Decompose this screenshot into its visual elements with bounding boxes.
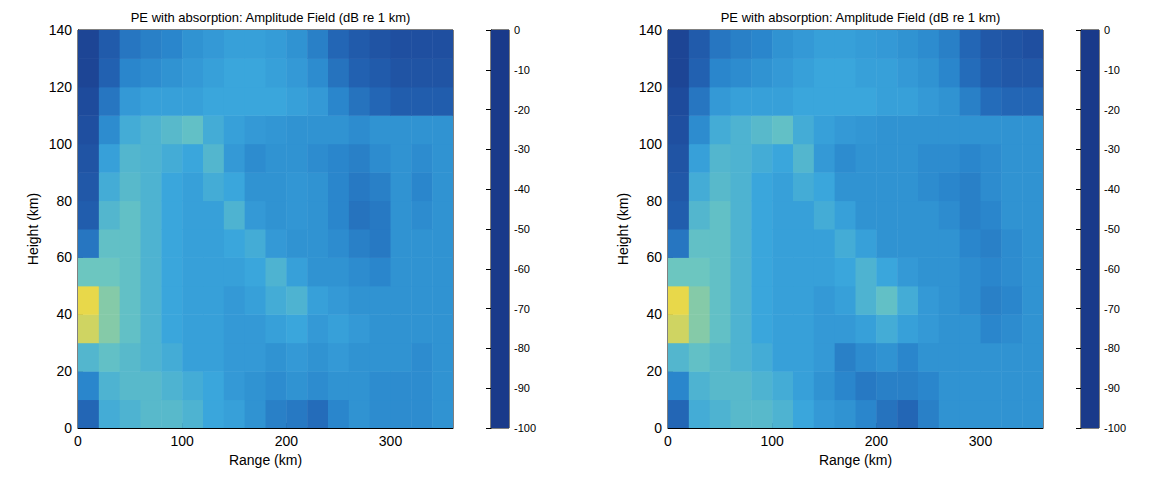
svg-text:-50: -50 — [1104, 223, 1120, 235]
svg-text:Height (km): Height (km) — [25, 193, 41, 265]
svg-text:200: 200 — [275, 433, 299, 449]
svg-text:-70: -70 — [1104, 303, 1120, 315]
svg-text:120: 120 — [639, 79, 663, 95]
svg-text:-20: -20 — [514, 104, 530, 116]
svg-text:-50: -50 — [514, 223, 530, 235]
svg-text:100: 100 — [639, 136, 663, 152]
svg-text:-80: -80 — [1104, 342, 1120, 354]
svg-text:40: 40 — [56, 306, 72, 322]
svg-text:0: 0 — [514, 24, 520, 36]
svg-text:-40: -40 — [1104, 183, 1120, 195]
svg-text:100: 100 — [49, 136, 73, 152]
svg-text:-70: -70 — [514, 303, 530, 315]
svg-text:-90: -90 — [514, 382, 530, 394]
svg-text:-40: -40 — [514, 183, 530, 195]
svg-text:60: 60 — [56, 249, 72, 265]
svg-text:-30: -30 — [514, 143, 530, 155]
svg-text:-90: -90 — [1104, 382, 1120, 394]
svg-text:0: 0 — [64, 420, 72, 436]
svg-text:140: 140 — [49, 22, 73, 38]
svg-text:100: 100 — [170, 433, 194, 449]
svg-text:0: 0 — [654, 420, 662, 436]
svg-text:60: 60 — [646, 249, 662, 265]
svg-text:120: 120 — [49, 79, 73, 95]
svg-text:200: 200 — [865, 433, 889, 449]
svg-text:-60: -60 — [514, 263, 530, 275]
svg-text:20: 20 — [646, 363, 662, 379]
svg-text:0: 0 — [74, 433, 82, 449]
svg-text:40: 40 — [646, 306, 662, 322]
svg-text:-80: -80 — [514, 342, 530, 354]
svg-text:-20: -20 — [1104, 104, 1120, 116]
svg-text:-60: -60 — [1104, 263, 1120, 275]
svg-text:300: 300 — [379, 433, 403, 449]
svg-text:PE with absorption: Amplitude: PE with absorption: Amplitude Field (dB … — [131, 10, 411, 25]
svg-text:-100: -100 — [514, 422, 536, 434]
svg-text:Range (km): Range (km) — [819, 452, 892, 468]
svg-text:140: 140 — [639, 22, 663, 38]
svg-text:-10: -10 — [514, 64, 530, 76]
svg-text:20: 20 — [56, 363, 72, 379]
svg-text:300: 300 — [969, 433, 993, 449]
svg-text:-100: -100 — [1104, 422, 1126, 434]
svg-text:0: 0 — [664, 433, 672, 449]
svg-text:100: 100 — [760, 433, 784, 449]
svg-text:80: 80 — [56, 193, 72, 209]
svg-text:-10: -10 — [1104, 64, 1120, 76]
svg-text:0: 0 — [1104, 24, 1110, 36]
svg-text:80: 80 — [646, 193, 662, 209]
svg-text:Height (km): Height (km) — [615, 193, 631, 265]
svg-text:-30: -30 — [1104, 143, 1120, 155]
svg-text:Range (km): Range (km) — [229, 452, 302, 468]
svg-text:PE with absorption: Amplitude: PE with absorption: Amplitude Field (dB … — [721, 10, 1001, 25]
